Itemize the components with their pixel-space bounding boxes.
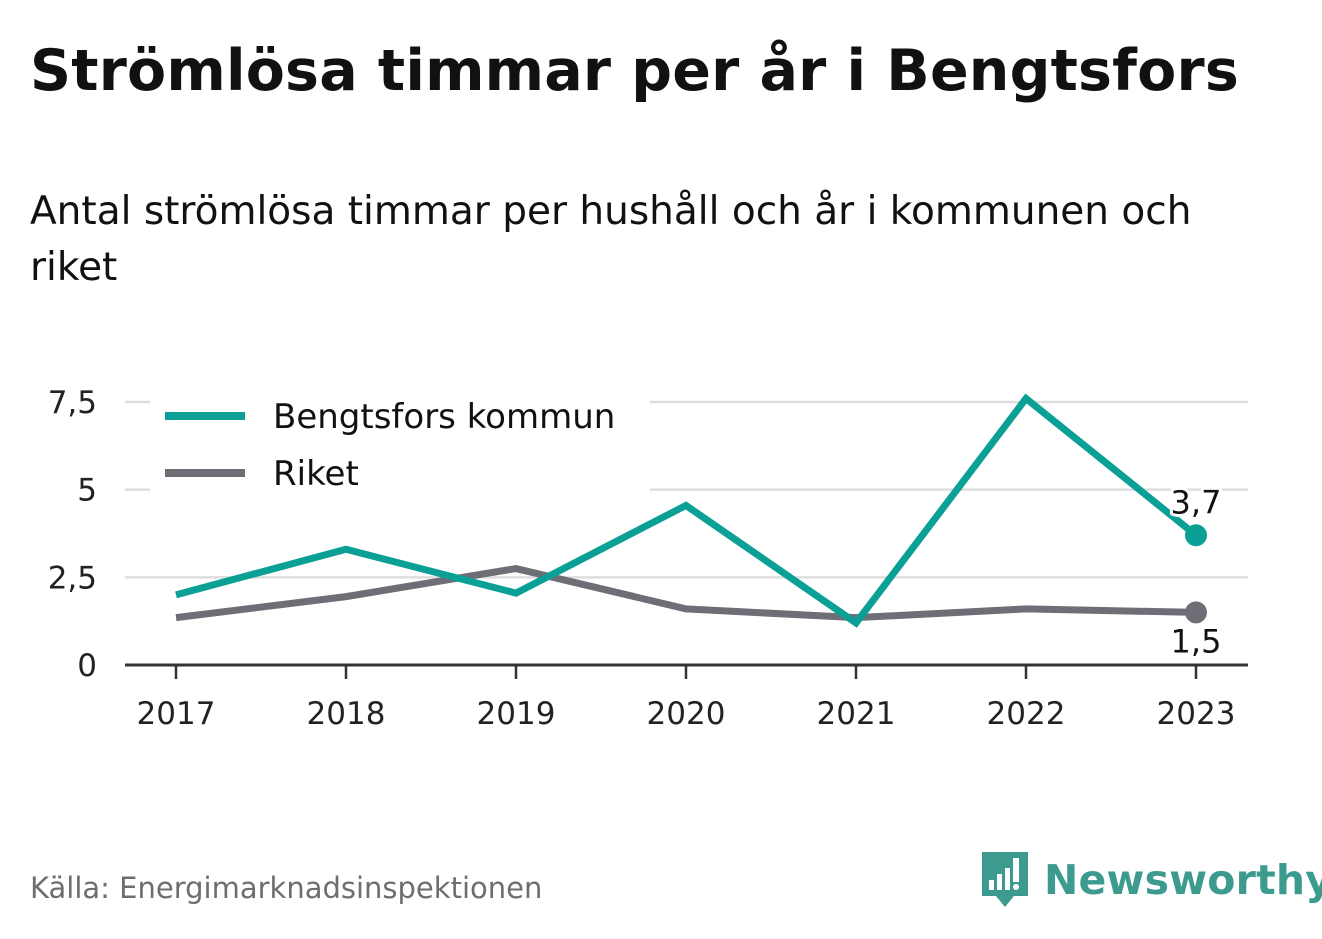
y-tick-label: 2,5	[48, 560, 97, 596]
y-tick-label: 0	[77, 648, 97, 684]
brand-logo: Newsworthy	[980, 850, 1322, 910]
end-value-label: 1,5	[1171, 622, 1222, 660]
chart-title: Strömlösa timmar per år i Bengtsfors	[30, 38, 1239, 104]
x-tick-label: 2020	[647, 696, 726, 732]
x-tick-label: 2021	[817, 696, 896, 732]
source-note: Källa: Energimarknadsinspektionen	[30, 871, 543, 905]
end-labels: 3,7 1,5	[1168, 480, 1225, 663]
x-tick-label: 2018	[307, 696, 386, 732]
end-value-label: 3,7	[1171, 483, 1222, 521]
series-end-point	[1185, 601, 1207, 624]
series-line	[175, 393, 1199, 628]
line-chart: Bengtsfors kommun Riket 0 2,5 5 7,5 2017 2018 2…	[47, 378, 1248, 732]
legend-background	[150, 378, 650, 500]
brand-name: Newsworthy	[1044, 856, 1322, 904]
legend-items: Bengtsfors kommun Riket	[165, 397, 615, 494]
x-tick-label: 2022	[987, 696, 1066, 732]
x-tick-label: 2023	[1157, 696, 1236, 732]
y-tick-label: 7,5	[48, 385, 97, 421]
legend-label: Riket	[273, 454, 359, 494]
x-tick-label: 2019	[477, 696, 556, 732]
x-tick-label: 2017	[137, 696, 216, 732]
y-tick-label: 5	[77, 473, 97, 509]
legend-label: Bengtsfors kommun	[273, 397, 615, 437]
series-lines	[175, 393, 1207, 628]
chart-subtitle: Antal strömlösa timmar per hushåll och å…	[30, 189, 1192, 290]
series-line	[175, 564, 1197, 622]
axes: 0 2,5 5 7,5 2017 2018 2019 2020 2021 2022 2023	[48, 385, 1248, 732]
bar-chart-speech-bubble-icon	[982, 852, 1028, 907]
legend: Bengtsfors kommun Riket	[150, 378, 650, 500]
series-end-point	[1185, 524, 1207, 547]
